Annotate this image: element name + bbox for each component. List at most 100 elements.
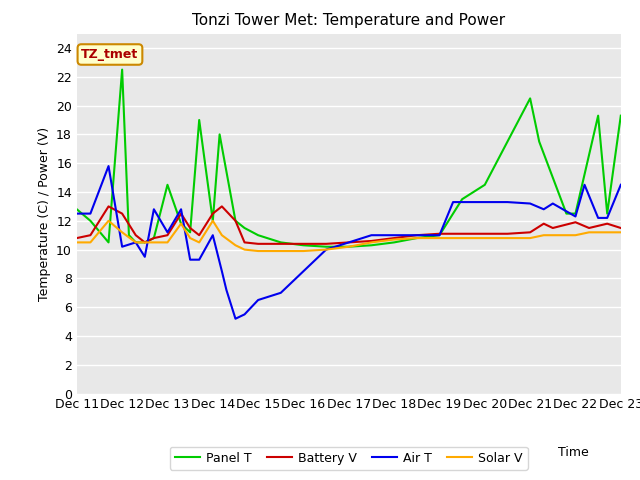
Solar V — [549, 232, 557, 238]
Air T — [232, 316, 239, 322]
Battery V — [526, 229, 534, 235]
Battery V — [390, 235, 398, 241]
Panel T — [105, 240, 113, 245]
Panel T — [481, 182, 488, 188]
Battery V — [572, 219, 579, 225]
Air T — [195, 257, 203, 263]
Air T — [218, 268, 226, 274]
Panel T — [125, 232, 132, 238]
Legend: Panel T, Battery V, Air T, Solar V: Panel T, Battery V, Air T, Solar V — [170, 447, 528, 469]
Battery V — [585, 225, 593, 231]
Air T — [367, 232, 375, 238]
Line: Solar V: Solar V — [77, 221, 621, 251]
Air T — [436, 232, 444, 238]
Air T — [132, 240, 140, 245]
Air T — [268, 293, 276, 299]
Battery V — [164, 232, 172, 238]
Battery V — [617, 225, 625, 231]
Battery V — [232, 218, 239, 224]
Solar V — [141, 240, 148, 245]
Air T — [390, 232, 398, 238]
Solar V — [118, 229, 126, 235]
Panel T — [132, 240, 140, 245]
Battery V — [118, 211, 126, 216]
Solar V — [367, 240, 375, 245]
Panel T — [150, 235, 157, 241]
Battery V — [209, 211, 216, 216]
Air T — [504, 199, 511, 205]
Battery V — [367, 238, 375, 244]
Panel T — [209, 218, 216, 224]
Solar V — [504, 235, 511, 241]
Solar V — [73, 240, 81, 245]
Title: Tonzi Tower Met: Temperature and Power: Tonzi Tower Met: Temperature and Power — [192, 13, 506, 28]
Air T — [277, 290, 285, 296]
Air T — [572, 214, 579, 219]
Panel T — [617, 113, 625, 119]
Panel T — [241, 225, 248, 231]
Solar V — [345, 244, 353, 250]
Solar V — [526, 235, 534, 241]
Air T — [481, 199, 488, 205]
Solar V — [254, 248, 262, 254]
Solar V — [413, 235, 420, 241]
Battery V — [458, 231, 466, 237]
Panel T — [604, 211, 611, 216]
Air T — [164, 229, 172, 235]
Solar V — [177, 221, 185, 227]
Battery V — [481, 231, 488, 237]
Air T — [604, 215, 611, 221]
Panel T — [390, 240, 398, 245]
Solar V — [390, 237, 398, 242]
Air T — [467, 199, 475, 205]
Battery V — [549, 225, 557, 231]
Panel T — [323, 244, 330, 250]
Panel T — [186, 229, 194, 235]
Air T — [413, 232, 420, 238]
Battery V — [86, 232, 94, 238]
Panel T — [195, 117, 203, 123]
Air T — [86, 211, 94, 216]
Panel T — [300, 242, 307, 248]
Solar V — [195, 240, 203, 245]
Solar V — [209, 218, 216, 224]
Air T — [549, 201, 557, 206]
Solar V — [540, 232, 548, 238]
Line: Panel T: Panel T — [77, 70, 621, 247]
Panel T — [345, 244, 353, 250]
Solar V — [481, 235, 488, 241]
Battery V — [413, 232, 420, 238]
Air T — [526, 201, 534, 206]
Solar V — [105, 218, 113, 224]
Air T — [73, 211, 81, 216]
Air T — [186, 257, 194, 263]
Solar V — [458, 235, 466, 241]
Air T — [177, 206, 185, 212]
Panel T — [436, 232, 444, 238]
Battery V — [218, 204, 226, 209]
Text: Time: Time — [558, 446, 589, 459]
Panel T — [572, 211, 579, 216]
Air T — [300, 268, 307, 274]
Solar V — [604, 229, 611, 235]
Battery V — [141, 240, 148, 245]
Solar V — [323, 247, 330, 252]
Battery V — [604, 221, 611, 227]
Battery V — [345, 240, 353, 245]
Battery V — [300, 241, 307, 247]
Air T — [617, 182, 625, 188]
Panel T — [535, 139, 543, 144]
Battery V — [277, 241, 285, 247]
Panel T — [177, 221, 185, 227]
Battery V — [436, 231, 444, 237]
Panel T — [73, 206, 81, 212]
Air T — [345, 240, 353, 245]
Panel T — [277, 240, 285, 245]
Solar V — [241, 247, 248, 252]
Air T — [254, 297, 262, 303]
Solar V — [617, 229, 625, 235]
Solar V — [300, 248, 307, 254]
Panel T — [254, 232, 262, 238]
Solar V — [86, 240, 94, 245]
Solar V — [150, 240, 157, 245]
